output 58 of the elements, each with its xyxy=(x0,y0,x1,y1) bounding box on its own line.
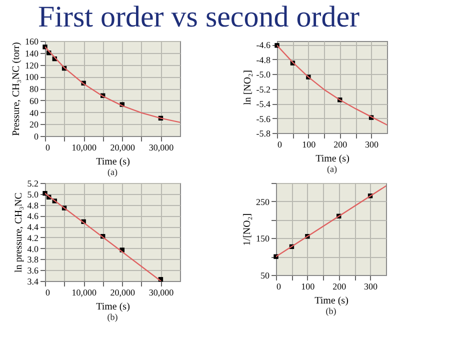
text: (a) xyxy=(108,167,118,177)
x-tick-label: 20,000 xyxy=(110,142,136,152)
y-tick-label: 120 xyxy=(25,60,39,70)
x-tick-label: 100 xyxy=(301,282,316,292)
x-tick-label: 0 xyxy=(46,142,50,152)
x-tick-label: 10,000 xyxy=(72,142,97,152)
x-axis-title: Time (s) xyxy=(96,156,130,168)
x-tick-label: 30,000 xyxy=(148,288,174,298)
x-tick-label: 20,000 xyxy=(110,288,136,298)
y-tick-label: 5.0 xyxy=(27,189,39,200)
chart-title: First order vs second order xyxy=(38,0,360,34)
y-tick-label: 20 xyxy=(30,120,39,130)
y-tick-label: 3.8 xyxy=(27,254,39,265)
y-tick-label: -5.6 xyxy=(256,114,271,124)
y-tick-label: 0 xyxy=(34,132,39,142)
y-axis-title: ln [NO₂] xyxy=(242,70,254,105)
x-axis-title: Time (s) xyxy=(314,296,348,306)
x-tick-label: 200 xyxy=(334,140,348,150)
y-tick-label: -4.8 xyxy=(256,54,271,65)
y-tick-label: 5.2 xyxy=(27,178,38,188)
text: (b) xyxy=(326,306,336,316)
y-tick-label: 4.2 xyxy=(27,232,38,243)
y-tick-label: -5.8 xyxy=(256,128,271,138)
y-tick-label: 150 xyxy=(256,234,270,244)
y-tick-label: 4.8 xyxy=(27,200,39,210)
y-axis-title: ln pressure, CH₃NC xyxy=(13,192,24,272)
x-axis-title: Time (s) xyxy=(316,154,350,164)
x-tick-label: 200 xyxy=(332,282,347,292)
x-axis-title: Time (s) xyxy=(96,302,130,312)
text: (a) xyxy=(327,164,337,174)
y-tick-label: -5.0 xyxy=(256,70,271,80)
y-tick-label: 140 xyxy=(25,48,39,58)
x-tick-label: 300 xyxy=(364,282,378,292)
text: (b) xyxy=(107,312,118,322)
y-tick-label: 4.6 xyxy=(27,211,39,222)
y-tick-label: 3.6 xyxy=(27,266,39,276)
y-axis-title: Pressure, CH₃NC (torr) xyxy=(11,42,22,136)
y-tick-label: 100 xyxy=(25,72,39,82)
x-tick-label: 0 xyxy=(46,288,50,298)
x-tick-label: 0 xyxy=(276,282,282,292)
y-tick-label: 3.4 xyxy=(27,276,39,286)
y-tick-label: -5.4 xyxy=(256,99,271,110)
y-tick-label: 250 xyxy=(256,196,270,207)
x-tick-label: 10,000 xyxy=(72,288,97,298)
y-tick-label: 4.0 xyxy=(27,244,39,254)
x-tick-label: 0 xyxy=(278,140,282,150)
y-tick-label: -4.6 xyxy=(256,40,271,50)
y-tick-label: 50 xyxy=(260,270,270,280)
y-axis-title: 1/[NO₂] xyxy=(242,213,253,246)
x-tick-label: 100 xyxy=(302,140,316,150)
y-tick-label: -5.2 xyxy=(256,84,270,94)
y-tick-label: 160 xyxy=(25,36,39,46)
x-tick-label: 30,000 xyxy=(148,142,174,152)
y-tick-label: 80 xyxy=(30,84,39,94)
y-tick-label: 60 xyxy=(30,96,39,106)
x-tick-label: 300 xyxy=(365,140,380,150)
y-tick-label: 40 xyxy=(30,108,39,118)
y-tick-label: 4.4 xyxy=(27,222,39,232)
